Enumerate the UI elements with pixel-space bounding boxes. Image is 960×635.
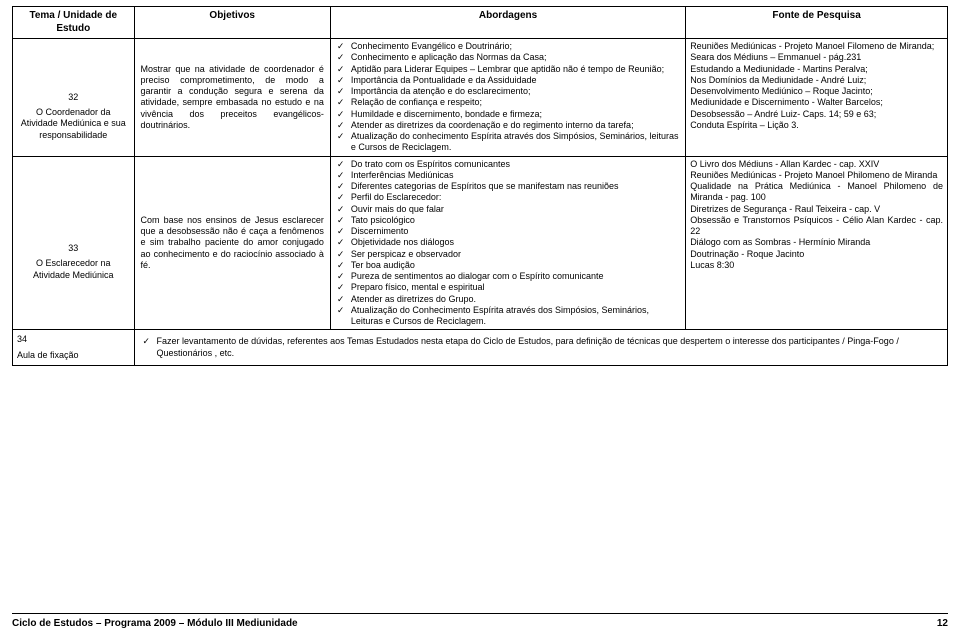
tema-text: Aula de fixação — [17, 350, 130, 361]
abordagem-item: Ouvir mais do que falar — [337, 204, 681, 215]
table-row: 33 O Esclarecedor na Atividade MediúnicaC… — [13, 156, 948, 330]
row34-content: Fazer levantamento de dúvidas, referente… — [134, 330, 947, 366]
row34-item: Fazer levantamento de dúvidas, referente… — [143, 336, 941, 359]
abordagem-item: Interferências Mediúnicas — [337, 170, 681, 181]
tema-text: O Coordenador da Atividade Mediúnica e s… — [17, 107, 130, 141]
footer-right: 12 — [937, 618, 948, 629]
header-abordagens: Abordagens — [330, 7, 685, 39]
abordagem-item: Objetividade nos diálogos — [337, 237, 681, 248]
abordagem-item: Preparo físico, mental e espiritual — [337, 282, 681, 293]
objetivo-cell: Com base nos ensinos de Jesus esclarecer… — [134, 156, 330, 330]
study-plan-table: Tema / Unidade de Estudo Objetivos Abord… — [12, 6, 948, 366]
table-row: 32 O Coordenador da Atividade Mediúnica e… — [13, 39, 948, 157]
abordagem-item: Humildade e discernimento, bondade e fir… — [337, 109, 681, 120]
abordagem-item: Pureza de sentimentos ao dialogar com o … — [337, 271, 681, 282]
abordagem-item: Atualização do Conhecimento Espírita atr… — [337, 305, 681, 328]
abordagens-cell: Conhecimento Evangélico e Doutrinário;Co… — [330, 39, 685, 157]
tema-cell-34: 34 Aula de fixação — [13, 330, 135, 366]
tema-number: 33 — [17, 243, 130, 254]
objetivo-cell: Mostrar que na atividade de coordenador … — [134, 39, 330, 157]
header-row: Tema / Unidade de Estudo Objetivos Abord… — [13, 7, 948, 39]
fonte-cell: O Livro dos Médiuns - Allan Kardec - cap… — [686, 156, 948, 330]
abordagem-item: Discernimento — [337, 226, 681, 237]
abordagem-item: Relação de confiança e respeito; — [337, 97, 681, 108]
tema-cell: 33 O Esclarecedor na Atividade Mediúnica — [13, 156, 135, 330]
page-footer: Ciclo de Estudos – Programa 2009 – Módul… — [12, 613, 948, 629]
abordagem-item: Atualização do conhecimento Espírita atr… — [337, 131, 681, 154]
tema-number: 32 — [17, 92, 130, 103]
abordagem-item: Tato psicológico — [337, 215, 681, 226]
header-objetivos: Objetivos — [134, 7, 330, 39]
tema-cell: 32 O Coordenador da Atividade Mediúnica e… — [13, 39, 135, 157]
abordagens-cell: Do trato com os Espíritos comunicantesIn… — [330, 156, 685, 330]
abordagem-item: Perfil do Esclarecedor: — [337, 192, 681, 203]
abordagem-item: Conhecimento e aplicação das Normas da C… — [337, 52, 681, 63]
header-fonte: Fonte de Pesquisa — [686, 7, 948, 39]
abordagem-item: Importância da Pontualidade e da Assidui… — [337, 75, 681, 86]
abordagem-item: Atender as diretrizes do Grupo. — [337, 294, 681, 305]
table-body: 32 O Coordenador da Atividade Mediúnica e… — [13, 39, 948, 366]
abordagem-item: Ter boa audição — [337, 260, 681, 271]
table-row: 34 Aula de fixação Fazer levantamento de… — [13, 330, 948, 366]
abordagem-item: Do trato com os Espíritos comunicantes — [337, 159, 681, 170]
abordagem-item: Aptidão para Liderar Equipes – Lembrar q… — [337, 64, 681, 75]
tema-text: O Esclarecedor na Atividade Mediúnica — [17, 258, 130, 281]
abordagem-item: Importância da atenção e do esclarecimen… — [337, 86, 681, 97]
footer-left: Ciclo de Estudos – Programa 2009 – Módul… — [12, 618, 298, 629]
abordagem-item: Ser perspicaz e observador — [337, 249, 681, 260]
fonte-cell: Reuniões Mediúnicas - Projeto Manoel Fil… — [686, 39, 948, 157]
abordagem-item: Atender as diretrizes da coordenação e d… — [337, 120, 681, 131]
header-tema: Tema / Unidade de Estudo — [13, 7, 135, 39]
abordagem-item: Diferentes categorias de Espíritos que s… — [337, 181, 681, 192]
tema-number: 34 — [17, 334, 130, 345]
abordagem-item: Conhecimento Evangélico e Doutrinário; — [337, 41, 681, 52]
